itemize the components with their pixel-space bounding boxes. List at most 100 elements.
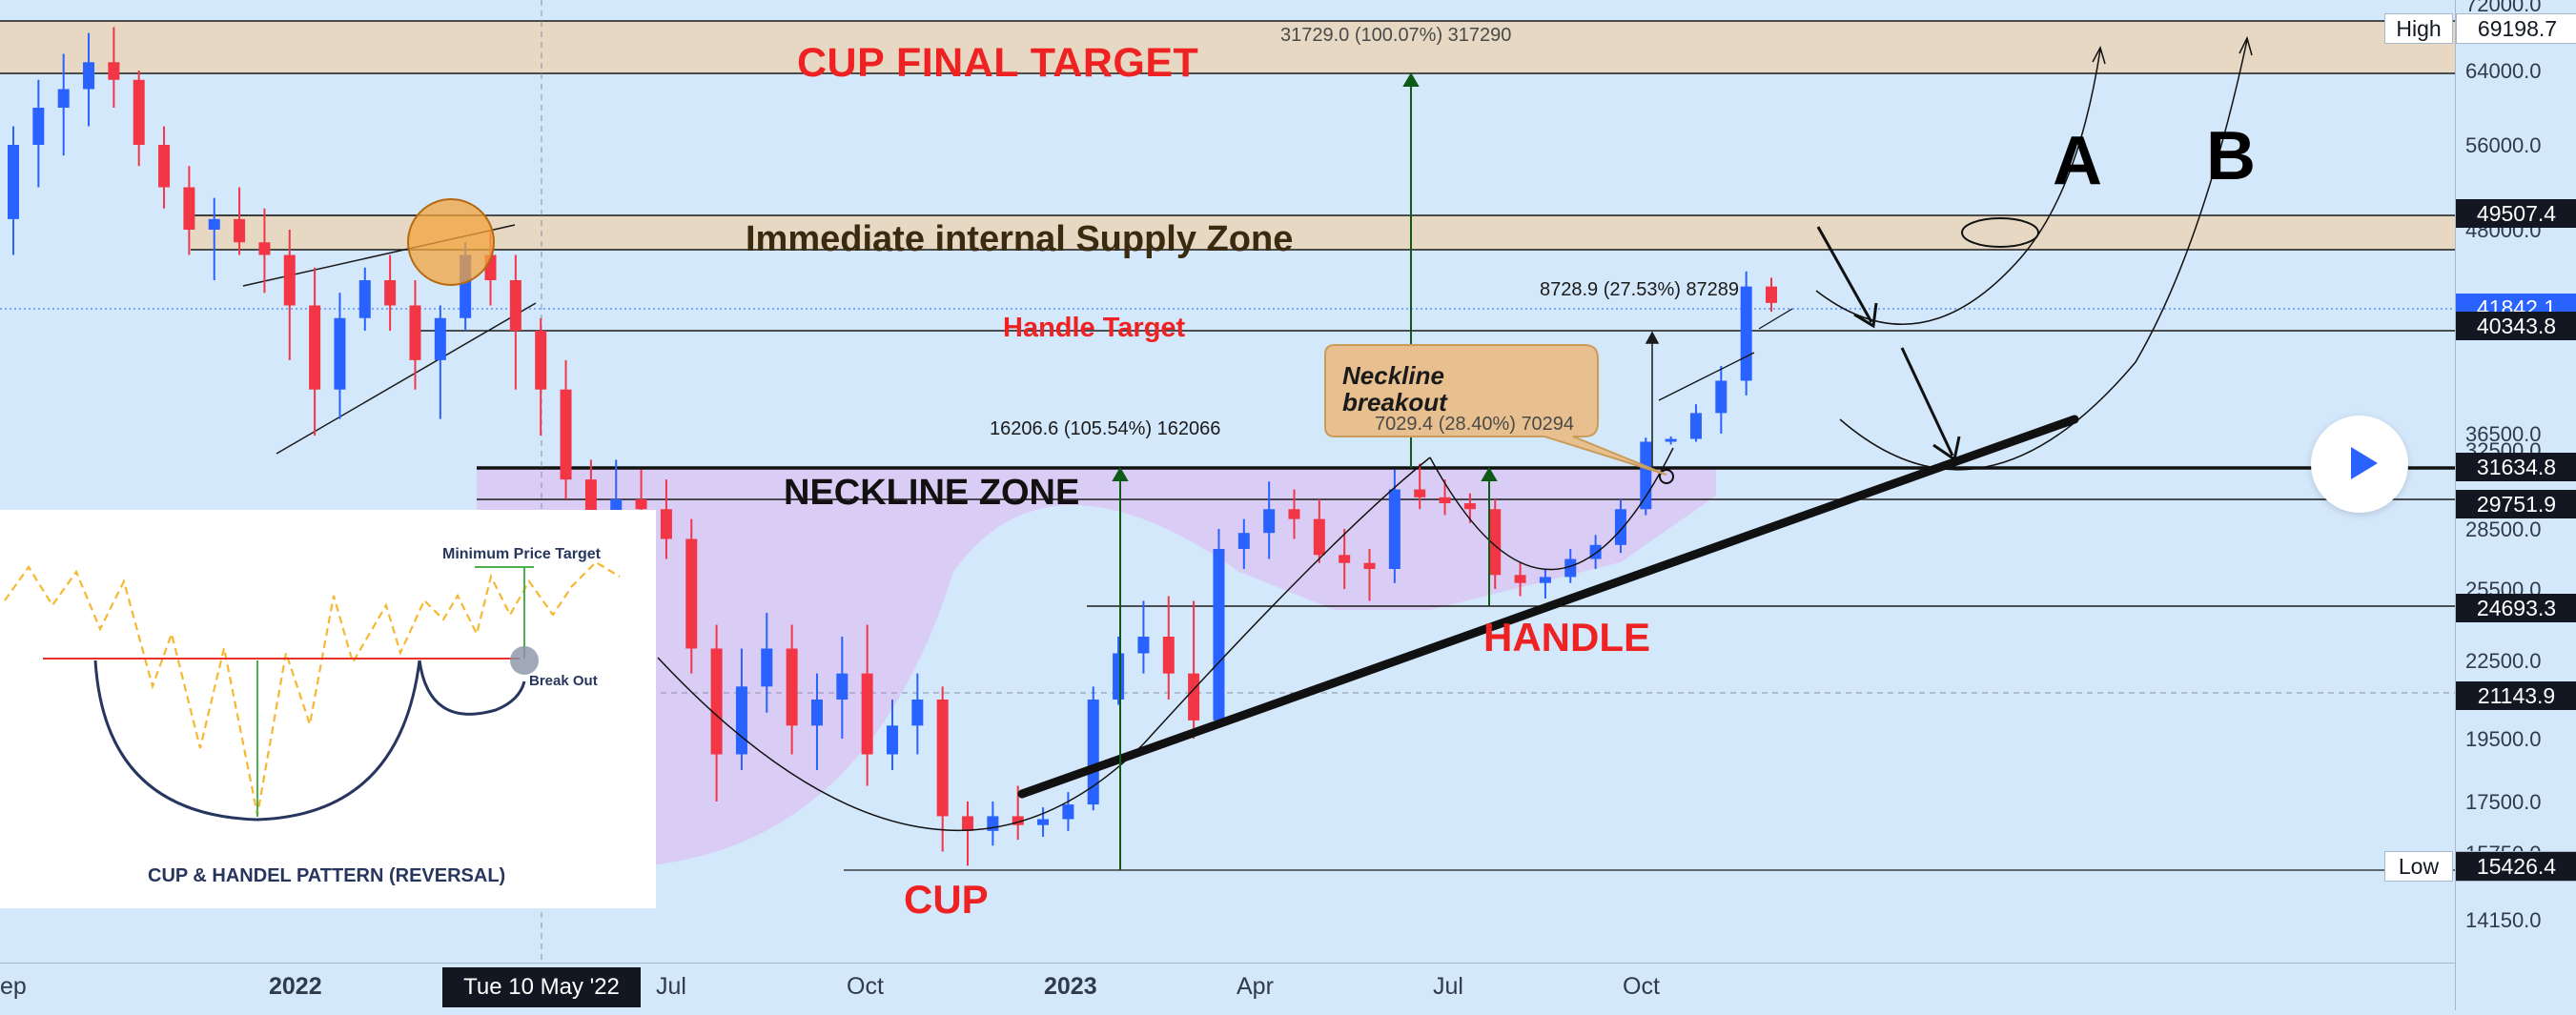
inset-handle-arc (418, 660, 526, 716)
candle-body (1514, 575, 1526, 583)
candle-body (1564, 558, 1577, 578)
play-icon (2351, 447, 2378, 479)
neckline-breakout-callout (1324, 344, 1667, 476)
play-button[interactable] (2311, 416, 2408, 513)
candle-body (57, 89, 70, 108)
candle-body (1665, 438, 1677, 442)
candle-body (584, 479, 597, 519)
handle-target-label: Handle Target (1003, 313, 1186, 343)
time-tick-label: 2022 (269, 973, 322, 1000)
candle-body (1188, 673, 1200, 721)
candle-body (108, 62, 120, 80)
candle-body (208, 218, 220, 230)
candle-body (962, 816, 974, 831)
inset-cup-arc (93, 660, 421, 822)
candle-body (786, 648, 798, 726)
candle-body (384, 280, 397, 306)
candle-body (1766, 286, 1777, 303)
candle-body (836, 673, 848, 700)
cup-final-target-label: CUP FINAL TARGET (797, 40, 1199, 86)
measure-handle-depth-label: 7029.4 (28.40%) 70294 (1375, 414, 1575, 435)
candle-body (861, 673, 873, 755)
price-badge: 69198.7 (2456, 12, 2576, 44)
inset-title: CUP & HANDEL PATTERN (REVERSAL) (148, 865, 506, 886)
candle-body (1012, 816, 1024, 825)
price-tick-label: 22500.0 (2465, 649, 2542, 673)
price-badge: 49507.4 (2456, 199, 2576, 229)
measure-handle-move-label: 8728.9 (27.53%) 87289 (1540, 279, 1740, 300)
time-tick-label: Oct (1623, 973, 1660, 1000)
neckline-zone-label: NECKLINE ZONE (784, 473, 1080, 513)
price-tick-label: 56000.0 (2465, 133, 2542, 157)
price-tick-label: 72000.0 (2465, 0, 2542, 16)
candle-body (810, 700, 823, 726)
neckline-breakout-label: Neckline breakout (1342, 361, 1447, 416)
candle-body (1288, 509, 1300, 519)
inset-diagram (4, 560, 621, 822)
price-badge: 31634.8 (2456, 452, 2576, 481)
candle-body (1113, 653, 1125, 700)
candle-body (560, 389, 572, 480)
candle-body (309, 305, 321, 390)
price-badge: 21143.9 (2456, 681, 2576, 711)
measure-cup-depth-arrow (1112, 467, 1129, 870)
candle-body (1213, 549, 1225, 721)
candle-body (1740, 286, 1752, 381)
time-tick-label: 2023 (1044, 973, 1097, 1000)
cup-target-zone (0, 21, 2455, 73)
candle-body (660, 509, 672, 539)
candle-body (133, 79, 145, 145)
time-tick-label: Oct (847, 973, 884, 1000)
candle-body (1489, 509, 1502, 576)
scenario-a-path (1815, 49, 2101, 325)
candle-body (509, 280, 521, 331)
measure-handle-depth-arrow (1481, 467, 1498, 606)
candle-body (1237, 533, 1250, 549)
candle-body (710, 648, 723, 755)
candle-body (1263, 509, 1276, 534)
price-badge-tag: Low (2384, 851, 2453, 883)
trendline (1017, 415, 2079, 799)
handle-arc (1429, 447, 1674, 571)
scenario-b-label: B (2206, 118, 2256, 194)
candle-body (685, 538, 698, 649)
price-badge: 15426.4 (2456, 852, 2576, 882)
crosshair-date-label: Tue 10 May '22 (442, 967, 641, 1007)
candle-body (1137, 637, 1150, 654)
time-tick-label: Jul (656, 973, 686, 1000)
price-tick-label: 14150.0 (2465, 908, 2542, 932)
time-axis: ep 2022 Jul Oct 2023 Apr Jul Oct Tue 10 May '22 (0, 963, 2455, 1011)
candle-body (409, 305, 421, 360)
price-tick-label: 28500.0 (2465, 518, 2542, 541)
candle-body (1313, 518, 1325, 556)
candle-body (8, 145, 19, 219)
supply-zone (191, 215, 2455, 250)
candle-body (1363, 562, 1376, 569)
candle-body (1715, 380, 1728, 414)
candle-body (887, 725, 898, 755)
candle-body (535, 331, 547, 390)
candle-body (1162, 637, 1175, 674)
price-badge-tag: High (2384, 12, 2453, 44)
price-tick-label: 64000.0 (2465, 59, 2542, 83)
price-tick-label: 19500.0 (2465, 727, 2542, 751)
candle-body (1689, 413, 1702, 439)
price-tick-label: 17500.0 (2465, 790, 2542, 814)
scenario-a-label: A (2053, 123, 2102, 199)
price-badge: 24693.3 (2456, 594, 2576, 623)
cup-label: CUP (904, 877, 989, 922)
candle-body (1439, 497, 1451, 504)
candle-body (234, 218, 246, 243)
candle-body (1414, 489, 1426, 497)
measure-handle-move-arrow (1645, 331, 1660, 468)
candle-body (434, 317, 446, 360)
breakout-point (1659, 469, 1674, 484)
price-axis: 72000.064000.056000.048000.040000.036500… (2384, 0, 2576, 1010)
candle-body (334, 317, 346, 390)
candle-body (158, 145, 171, 188)
handle-label: HANDLE (1483, 615, 1650, 660)
measure-cup-depth-label: 16206.6 (105.54%) 162066 (990, 418, 1221, 439)
time-tick-label: Apr (1237, 973, 1274, 1000)
cup-region (477, 468, 1716, 868)
